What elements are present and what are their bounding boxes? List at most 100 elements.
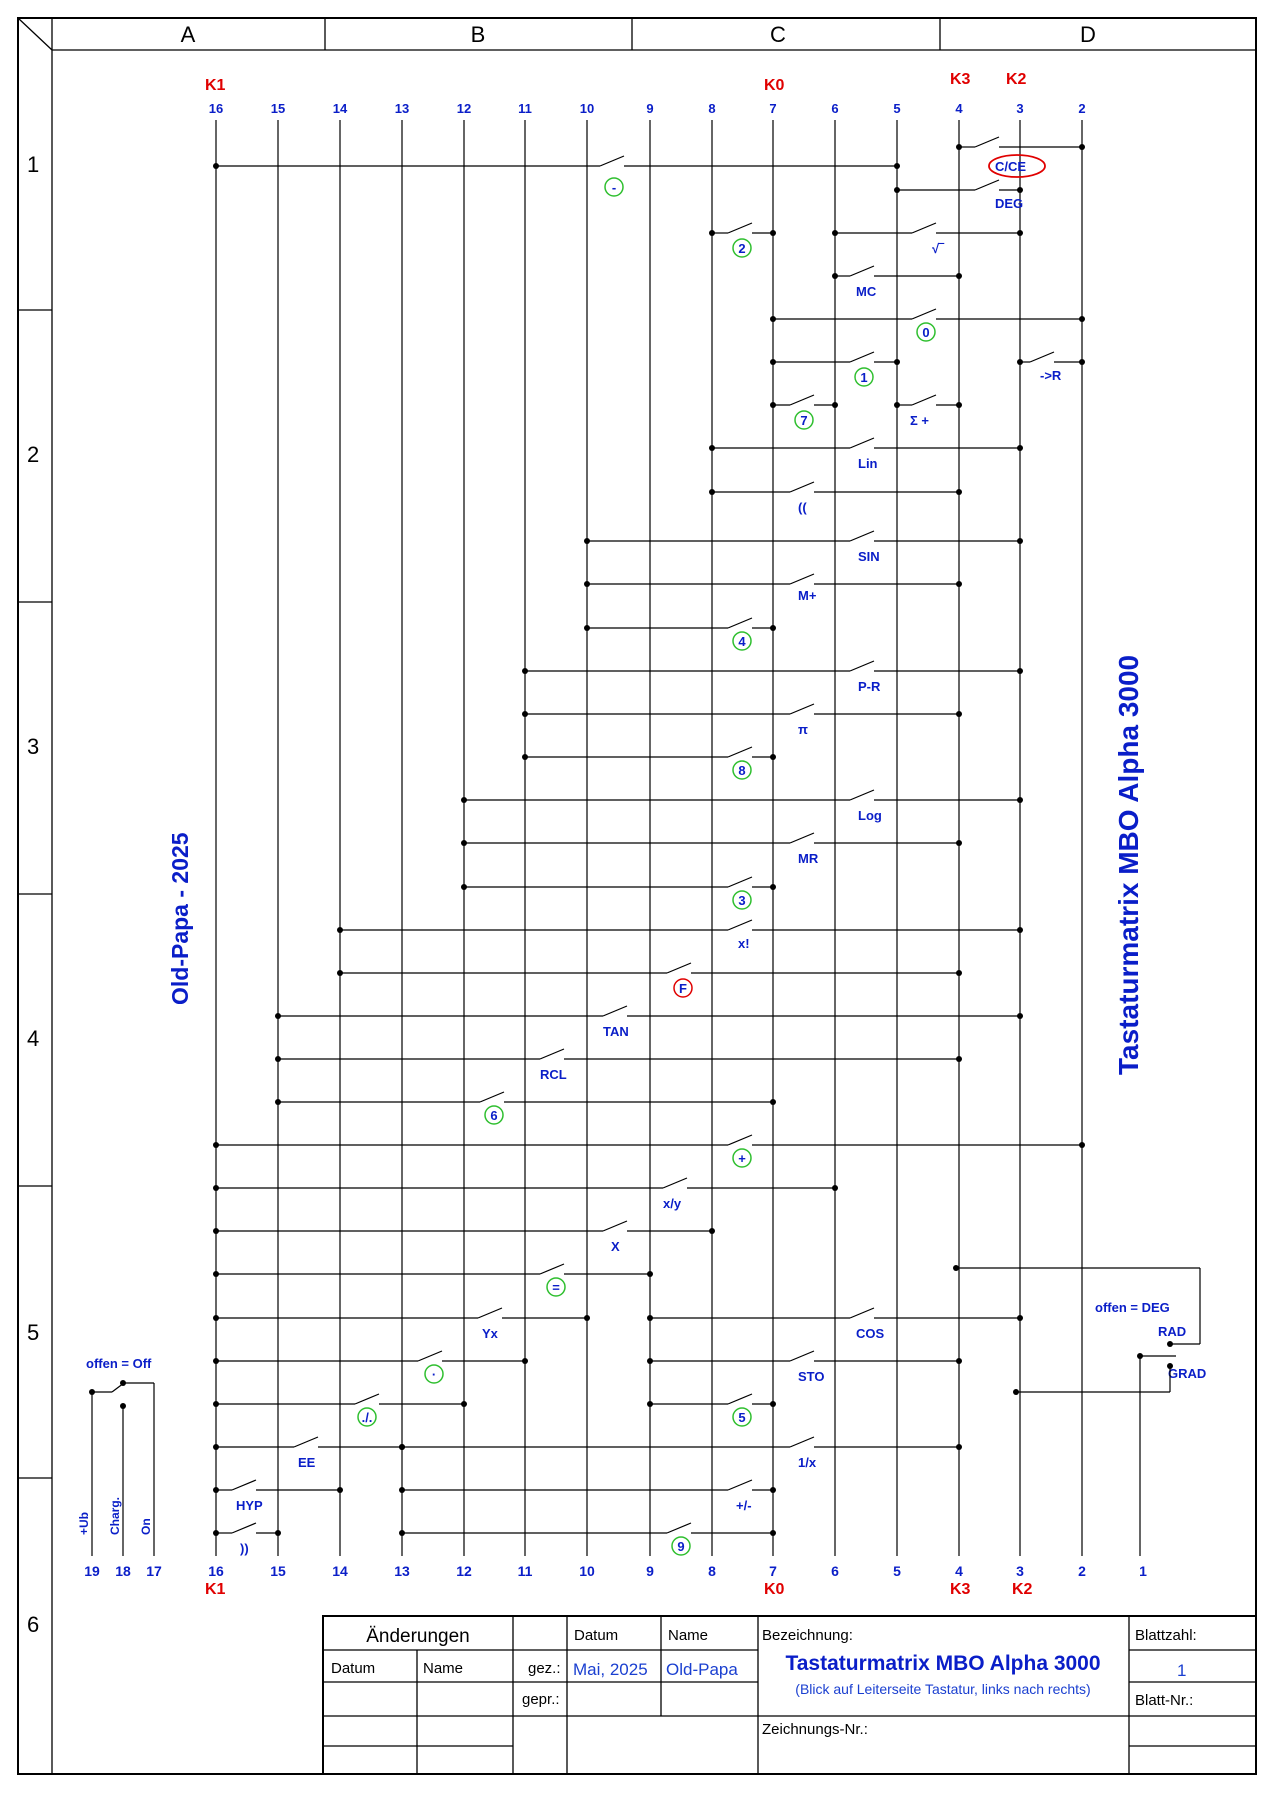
switch-blade — [849, 437, 875, 449]
junction-dot — [213, 1401, 219, 1407]
pin-top-16: 16 — [209, 101, 223, 116]
pin-bottom-16: 16 — [208, 1563, 224, 1579]
junction-dot — [1017, 1315, 1023, 1321]
tb-date-value: Mai, 2025 — [573, 1660, 648, 1679]
junction-dot — [461, 797, 467, 803]
pin-bottom-2: 2 — [1078, 1563, 1086, 1579]
key-label: 3 — [738, 893, 745, 908]
junction-dot — [832, 273, 838, 279]
pin-bottom-18: 18 — [115, 1563, 131, 1579]
junction-dot — [956, 1056, 962, 1062]
bus-lines — [215, 120, 1083, 1556]
junction-dot — [522, 711, 528, 717]
switch-blade — [789, 481, 815, 493]
switch-blade — [293, 1436, 319, 1448]
pin-bottom-17: 17 — [146, 1563, 162, 1579]
key-label: Lin — [858, 456, 878, 471]
key-label: 5 — [738, 1410, 745, 1425]
junction-dot — [894, 187, 900, 193]
junction-dot — [832, 1185, 838, 1191]
key-label: 2 — [738, 241, 745, 256]
group-k2-bottom: K2 — [1012, 1581, 1033, 1598]
matrix-row-1: C/CE — [956, 136, 1085, 178]
pin-bottom-7: 7 — [769, 1563, 777, 1579]
switch-blade — [231, 1479, 257, 1491]
row-label-5: 5 — [27, 1320, 39, 1345]
pin-top-4: 4 — [955, 101, 963, 116]
pin-top-12: 12 — [457, 101, 471, 116]
tb-gepr: gepr.: — [522, 1691, 560, 1708]
angle-switch-grad: GRAD — [1168, 1366, 1206, 1381]
junction-dot — [1017, 538, 1023, 544]
matrix-row-20: MR — [461, 832, 962, 866]
junction-dot — [770, 230, 776, 236]
tb-changes-datum: Datum — [331, 1660, 375, 1677]
junction-dot — [213, 1142, 219, 1148]
key-label: 9 — [677, 1539, 684, 1554]
pin-bottom-8: 8 — [708, 1563, 716, 1579]
power-switch: offen = Off +Ub Charg. On — [77, 1356, 155, 1556]
pin-label-ub: +Ub — [77, 1512, 91, 1535]
tb-name-value: Old-Papa — [666, 1660, 738, 1679]
switch-blade — [539, 1263, 565, 1275]
key-label: )) — [240, 1541, 249, 1556]
matrix-row-23: F — [337, 962, 962, 998]
matrix-row-2: DEG — [894, 179, 1023, 211]
switch-blade — [849, 265, 875, 277]
pin-bottom-13: 13 — [394, 1563, 410, 1579]
key-circle-green — [916, 322, 936, 342]
switch-blade — [789, 703, 815, 715]
matrix-row-7: 1 — [770, 351, 900, 387]
matrix-row-12: (( — [709, 481, 962, 515]
key-label: STO — [798, 1369, 825, 1384]
junction-dot — [770, 316, 776, 322]
tb-changes-header: Änderungen — [366, 1626, 470, 1647]
matrix-row-5: MC — [832, 265, 962, 299]
switch-blade — [849, 351, 875, 363]
junction-dot — [647, 1315, 653, 1321]
matrix-row-31: Yx — [213, 1307, 590, 1341]
tb-gez: gez.: — [528, 1660, 561, 1677]
key-label: X — [611, 1239, 620, 1254]
col-label-c: C — [770, 22, 786, 47]
junction-dot — [584, 538, 590, 544]
matrix-row-9: 7 — [770, 394, 838, 430]
switch-blade — [599, 155, 625, 167]
key-circle-green — [546, 1277, 566, 1297]
pin-bottom-5: 5 — [893, 1563, 901, 1579]
junction-dot — [337, 927, 343, 933]
junction-dot — [213, 1185, 219, 1191]
key-circle-green — [732, 238, 752, 258]
junction-dot — [461, 1401, 467, 1407]
junction-dot — [337, 1487, 343, 1493]
junction-dot — [337, 970, 343, 976]
matrix-row-35: ./. — [213, 1393, 467, 1427]
pin-top-6: 6 — [831, 101, 838, 116]
matrix-row-28: x/y — [213, 1177, 838, 1211]
pin-bottom-9: 9 — [646, 1563, 654, 1579]
pin-top-10: 10 — [580, 101, 594, 116]
junction-dot — [213, 1228, 219, 1234]
switch-blade — [789, 1350, 815, 1362]
junction-dot — [647, 1358, 653, 1364]
pin-bottom-10: 10 — [579, 1563, 595, 1579]
junction-dot — [832, 402, 838, 408]
junction-dot — [1017, 927, 1023, 933]
key-label: 4 — [738, 634, 746, 649]
key-label: SIN — [858, 549, 880, 564]
col-label-b: B — [471, 22, 486, 47]
pin-top-2: 2 — [1078, 101, 1085, 116]
junction-dot — [399, 1487, 405, 1493]
junction-dot — [522, 1358, 528, 1364]
junction-dot — [956, 489, 962, 495]
switch-blade — [849, 1307, 875, 1319]
switch-blade — [849, 789, 875, 801]
junction-dot — [956, 840, 962, 846]
pin-top-5: 5 — [893, 101, 900, 116]
switch-blade — [602, 1005, 628, 1017]
matrix-row-26: 6 — [275, 1091, 776, 1125]
junction-dot — [1017, 359, 1023, 365]
title-vertical: Tastaturmatrix MBO Alpha 3000 — [1113, 655, 1144, 1075]
junction-dot — [832, 230, 838, 236]
